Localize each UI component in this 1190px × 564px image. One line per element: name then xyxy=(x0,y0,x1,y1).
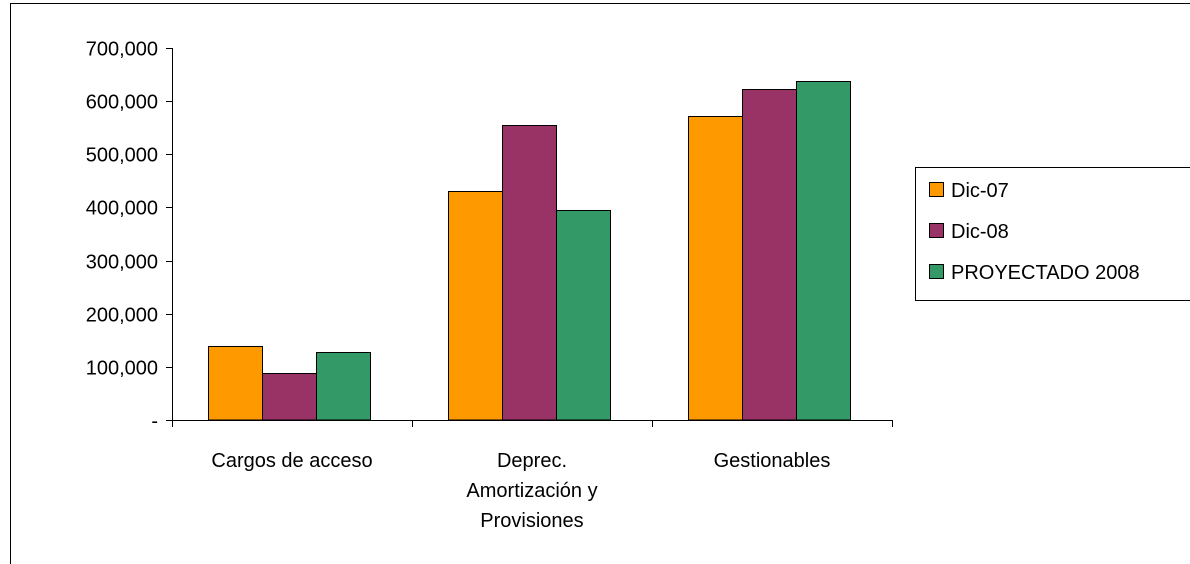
bar xyxy=(743,90,797,421)
legend-swatch xyxy=(930,183,944,197)
bar xyxy=(557,211,611,421)
bar xyxy=(689,117,743,421)
y-tick-label: 100,000 xyxy=(86,358,158,380)
bar xyxy=(263,374,317,421)
bar xyxy=(797,82,851,421)
bar xyxy=(449,192,503,421)
legend-swatch xyxy=(930,265,944,279)
y-tick-label: 500,000 xyxy=(86,145,158,167)
bar xyxy=(317,353,371,421)
y-tick-label: - xyxy=(151,411,158,433)
legend: Dic-07 Dic-08 PROYECTADO 2008 xyxy=(916,168,1190,301)
y-tick-label: 600,000 xyxy=(86,92,158,114)
y-tick-label: 700,000 xyxy=(86,39,158,61)
legend-label: Dic-08 xyxy=(951,221,1009,243)
y-tick-label: 300,000 xyxy=(86,252,158,274)
x-tick-label: Gestionables xyxy=(714,450,831,472)
x-tick-label: Cargos de acceso xyxy=(211,450,372,472)
bar xyxy=(503,126,557,421)
x-tick-label: Provisiones xyxy=(480,510,583,532)
x-tick-label: Amortización y xyxy=(466,480,597,502)
x-tick-label: Deprec. xyxy=(497,450,567,472)
legend-label: PROYECTADO 2008 xyxy=(951,262,1140,284)
y-tick-label: 400,000 xyxy=(86,198,158,220)
legend-label: Dic-07 xyxy=(951,180,1009,202)
y-tick-label: 200,000 xyxy=(86,305,158,327)
legend-swatch xyxy=(930,224,944,238)
bar xyxy=(209,347,263,421)
